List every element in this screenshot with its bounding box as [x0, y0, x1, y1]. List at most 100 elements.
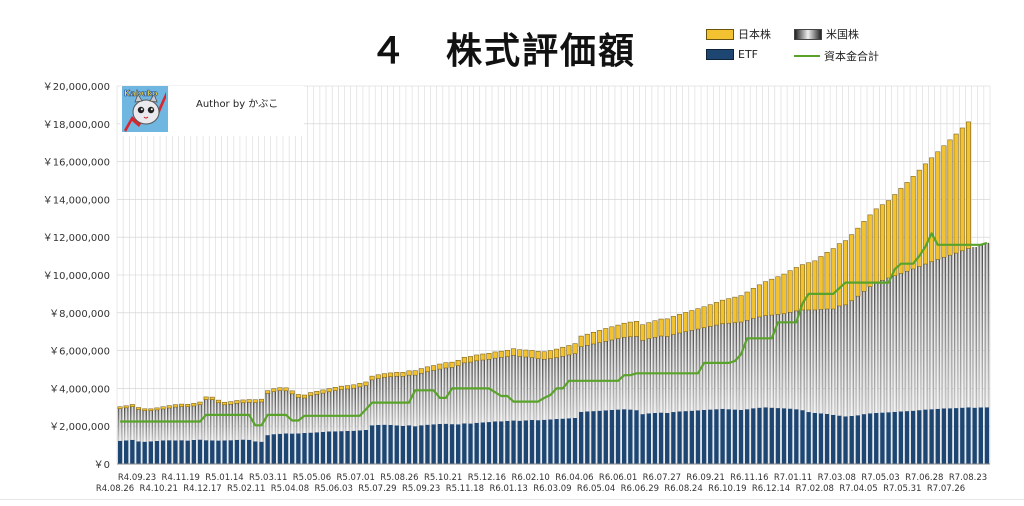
bar-etf [824, 413, 830, 464]
bar-etf [486, 422, 492, 464]
bar-etf [222, 440, 227, 464]
bar-jp [916, 169, 922, 267]
bar-jp [713, 302, 719, 326]
bars-layer [117, 121, 990, 464]
bar-etf [572, 417, 578, 464]
bar-us-fade [154, 409, 160, 441]
bar-jp [271, 388, 277, 392]
bar-us-fade [216, 402, 221, 441]
bar-etf [732, 409, 738, 464]
bar-us-fade [117, 408, 123, 441]
bar-etf [302, 433, 307, 464]
bar-jp [738, 295, 744, 323]
bar-etf [443, 423, 449, 464]
bar-etf [763, 407, 768, 464]
bottom-divider [0, 499, 1024, 500]
bar-jp [922, 163, 928, 265]
bar-jp [750, 287, 756, 319]
bar-jp [326, 388, 332, 393]
bar-etf [203, 440, 209, 464]
line-capital [120, 232, 988, 427]
bar-us-fade [333, 390, 338, 432]
logo-text: Kabuko [124, 89, 158, 98]
x-tick-label: R6.06.01 [599, 473, 637, 483]
legend: 日本株 米国株 ETF 資本金合計 [706, 22, 926, 68]
bar-jp [418, 368, 424, 374]
y-tick-label: ￥4,000,000 [49, 384, 110, 395]
x-tick-label: R6.07.27 [643, 473, 681, 483]
x-tick-label: R5.05.06 [293, 473, 331, 483]
bar-etf [431, 424, 436, 464]
bar-etf [695, 410, 701, 464]
bar-jp [517, 349, 523, 357]
bar-us-fade [585, 345, 590, 412]
bar-us-fade [738, 322, 744, 410]
bar-etf [874, 412, 879, 464]
bar-jp [843, 240, 848, 306]
bar-us-fade [234, 403, 240, 440]
bar-us-fade [787, 312, 793, 409]
bar-etf [640, 414, 645, 464]
bar-jp [468, 356, 473, 363]
bar-us-fade [412, 375, 418, 427]
bar-us-fade [929, 261, 934, 410]
bar-jp [529, 350, 535, 358]
x-tick-label: R6.03.09 [533, 484, 571, 494]
bar-etf [621, 409, 627, 464]
bar-us-fade [351, 388, 356, 431]
bar-jp [720, 299, 726, 325]
x-tick-label: R5.04.08 [271, 484, 309, 494]
x-tick-label: R6.11.16 [730, 473, 768, 483]
x-tick-label: R5.02.11 [227, 484, 265, 494]
bar-jp [511, 348, 517, 356]
bar-us-fade [449, 367, 455, 425]
bar-jp [904, 182, 910, 272]
y-tick-label: ￥10,000,000 [43, 271, 110, 282]
bar-jp [357, 383, 363, 388]
x-tick-label: R6.01.13 [489, 484, 527, 494]
bar-etf [615, 409, 621, 464]
bar-etf [978, 407, 983, 464]
bar-etf [904, 411, 910, 464]
bar-etf [578, 411, 584, 464]
bar-jp [179, 403, 185, 407]
bar-us-fade [640, 340, 645, 415]
bar-etf [197, 439, 203, 464]
bar-jp [203, 396, 209, 400]
bar-us-fade [345, 388, 350, 431]
bar-jp [535, 351, 541, 359]
bar-etf [917, 410, 922, 464]
bar-jp [775, 276, 781, 315]
bar-etf [634, 410, 639, 464]
bar-jp [541, 351, 547, 360]
bar-etf [406, 425, 412, 464]
bar-jp [498, 350, 504, 358]
bar-etf [751, 408, 756, 464]
bar-us-fade [179, 406, 184, 441]
bar-etf [757, 407, 762, 464]
bar-etf [941, 408, 947, 464]
bar-us-fade [886, 278, 891, 413]
bar-etf [609, 409, 615, 464]
bar-jp [959, 127, 965, 252]
legend-label-etf: ETF [738, 48, 758, 61]
bar-us-fade [222, 404, 227, 441]
bar-us-fade [947, 255, 953, 409]
bar-etf [246, 439, 252, 464]
bar-etf [548, 419, 553, 464]
bar-jp [615, 324, 621, 339]
bar-jp [966, 121, 971, 249]
bar-jp [425, 366, 430, 373]
bar-etf [726, 409, 731, 464]
grid-layer [116, 85, 991, 465]
bar-jp [879, 204, 885, 281]
bar-us-fade [210, 399, 215, 441]
x-tick-label: R7.05.31 [883, 484, 921, 494]
bar-us-fade [246, 402, 252, 440]
bar-us-fade [615, 338, 621, 410]
bar-etf [283, 433, 289, 464]
bar-jp [474, 354, 480, 362]
bar-jp [695, 308, 701, 330]
bar-jp [197, 401, 203, 405]
bar-jp [259, 398, 264, 403]
